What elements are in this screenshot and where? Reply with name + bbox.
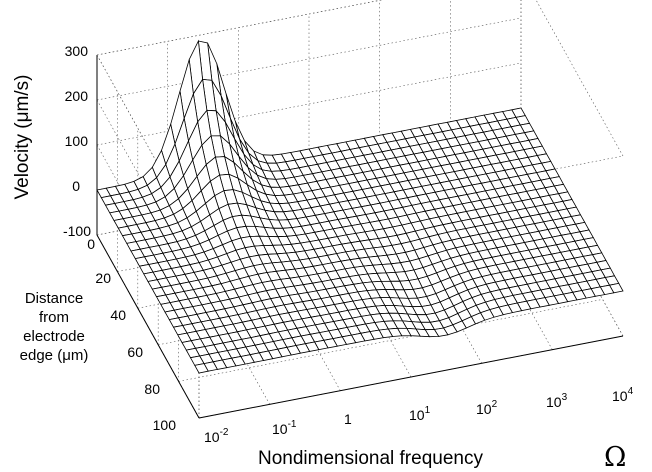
x-tick-label: 102 bbox=[476, 399, 498, 417]
surface-patch bbox=[194, 363, 209, 374]
y-tick-label: 0 bbox=[87, 236, 95, 252]
x-tick-label: 1 bbox=[344, 411, 352, 427]
y-tick-label: 100 bbox=[153, 417, 177, 433]
box-edge bbox=[535, 0, 624, 157]
z-axis-title: Velocity (μm/s) bbox=[12, 75, 33, 200]
y-axis-line bbox=[96, 234, 200, 419]
y-axis-title-line: edge (μm) bbox=[20, 347, 89, 364]
z-tick-label: -100 bbox=[63, 223, 91, 239]
y-tick-label: 40 bbox=[110, 307, 126, 323]
z-tick-label: 300 bbox=[65, 43, 89, 59]
y-axis-title-line: from bbox=[39, 309, 69, 326]
z-axis-ticks: 300 200 100 0 -100 bbox=[63, 43, 91, 239]
x-tick-label: 10-2 bbox=[204, 427, 229, 445]
x-axis-title: Nondimensional frequency bbox=[258, 448, 483, 469]
box-edge bbox=[96, 54, 200, 239]
x-tick-label: 10-1 bbox=[272, 419, 297, 437]
x-tick-label: 101 bbox=[409, 405, 431, 423]
z-tick-label: 100 bbox=[65, 133, 89, 149]
x-axis-line bbox=[198, 335, 624, 419]
y-tick-label: 20 bbox=[95, 270, 111, 286]
back-wall-gridline bbox=[96, 17, 522, 101]
z-tick-label: 200 bbox=[65, 88, 89, 104]
x-tick-label: 104 bbox=[612, 386, 634, 404]
y-axis-title: Distance from electrode edge (μm) bbox=[20, 290, 89, 364]
y-tick-label: 80 bbox=[144, 381, 160, 397]
y-axis-ticks: 0 20 40 60 80 100 bbox=[87, 236, 176, 433]
y-axis-title-line: electrode bbox=[23, 328, 85, 345]
velocity-surface bbox=[96, 39, 624, 374]
y-axis-title-line: Distance bbox=[25, 290, 83, 307]
x-tick-label: 103 bbox=[546, 392, 568, 410]
x-axis-ticks: 10-2 10-1 1 101 102 103 104 bbox=[204, 386, 634, 445]
x-axis-omega-symbol: Ω bbox=[604, 442, 626, 472]
back-wall-gridline bbox=[96, 0, 383, 56]
box-edge bbox=[96, 0, 383, 56]
z-tick-label: 0 bbox=[72, 178, 80, 194]
y-tick-label: 60 bbox=[127, 344, 143, 360]
